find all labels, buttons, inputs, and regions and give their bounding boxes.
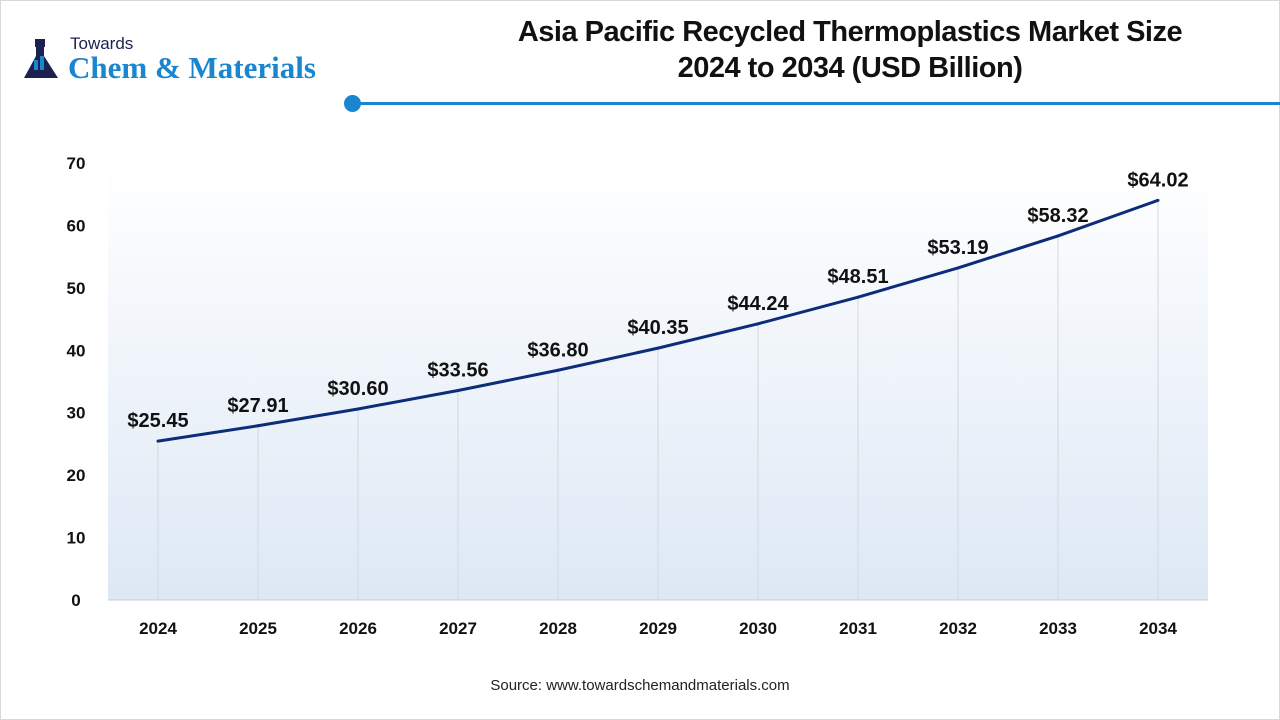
logo-towards: Towards (70, 34, 134, 53)
data-label: $64.02 (1127, 169, 1188, 191)
data-label: $25.45 (127, 410, 188, 432)
data-label: $40.35 (627, 317, 688, 339)
source-note: Source: www.towardschemandmaterials.com (490, 677, 790, 694)
data-label: $58.32 (1027, 205, 1088, 227)
logo-brand: Chem & Materials (68, 50, 316, 85)
data-label: $53.19 (927, 237, 988, 259)
chart-title: Asia Pacific Recycled Thermoplastics Mar… (470, 14, 1230, 86)
y-tick-label: 10 (67, 529, 86, 548)
data-label: $27.91 (227, 395, 288, 417)
x-tick-label: 2025 (239, 619, 277, 638)
y-tick-label: 50 (67, 279, 86, 298)
x-tick-label: 2030 (739, 619, 777, 638)
data-label: $48.51 (827, 266, 888, 288)
x-tick-label: 2029 (639, 619, 677, 638)
x-tick-label: 2034 (1139, 619, 1177, 638)
y-tick-label: 20 (67, 466, 86, 485)
series-line-market-size (157, 198, 1159, 443)
y-tick-label: 0 (71, 591, 80, 610)
title-line-2: 2024 to 2034 (USD Billion) (677, 52, 1023, 84)
x-tick-label: 2032 (939, 619, 977, 638)
x-tick-label: 2028 (539, 619, 577, 638)
x-tick-label: 2027 (439, 619, 477, 638)
x-tick-label: 2033 (1039, 619, 1077, 638)
flask-icon (24, 39, 58, 78)
y-tick-label: 30 (67, 404, 86, 423)
title-line-1: Asia Pacific Recycled Thermoplastics Mar… (517, 16, 1183, 48)
x-tick-label: 2031 (839, 619, 877, 638)
x-tick-label: 2026 (339, 619, 377, 638)
title-rule-dot (344, 95, 361, 112)
y-tick-label: 60 (67, 216, 86, 235)
title-rule (352, 102, 1280, 105)
data-label: $44.24 (727, 293, 789, 315)
data-label: $36.80 (527, 339, 588, 361)
y-tick-label: 70 (67, 154, 86, 173)
data-label: $33.56 (427, 359, 488, 381)
y-tick-label: 40 (67, 341, 86, 360)
x-tick-label: 2024 (139, 619, 177, 638)
data-label: $30.60 (327, 378, 388, 400)
